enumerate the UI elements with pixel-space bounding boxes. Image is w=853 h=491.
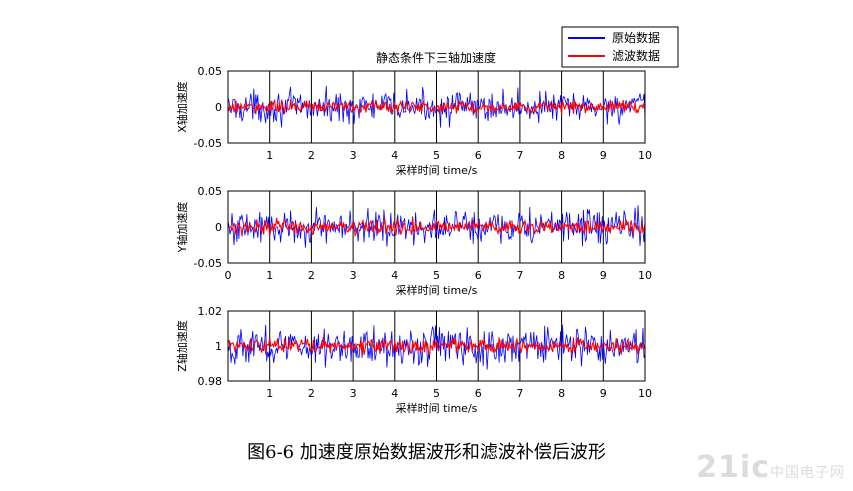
- x-tick-label: 10: [638, 387, 652, 400]
- y-tick-label: -0.05: [194, 257, 222, 270]
- x-tick-label: 9: [600, 387, 607, 400]
- x-tick-label: 2: [308, 269, 315, 282]
- x-tick-label: 5: [433, 269, 440, 282]
- y-tick-label: 0: [215, 221, 222, 234]
- x-tick-label: 2: [308, 387, 315, 400]
- y-tick-label: -0.05: [194, 137, 222, 150]
- legend-box: [561, 26, 679, 68]
- x-tick-label: 3: [350, 387, 357, 400]
- x-tick-label: 7: [516, 387, 523, 400]
- x-tick-label: 6: [475, 149, 482, 162]
- x-tick-label: 2: [308, 149, 315, 162]
- x-tick-label: 5: [433, 149, 440, 162]
- y-tick-label: 0.98: [198, 375, 223, 388]
- y-tick-label: 0.05: [198, 185, 223, 198]
- x-tick-label: 3: [350, 149, 357, 162]
- x-tick-label: 6: [475, 387, 482, 400]
- y-axis-label: X轴加速度: [175, 81, 189, 133]
- x-tick-label: 8: [558, 149, 565, 162]
- legend-label-raw: 原始数据: [612, 30, 660, 45]
- watermark-logo: 21ic中国电子网: [696, 450, 845, 485]
- x-tick-label: 1: [266, 149, 273, 162]
- y-axis-label: Z轴加速度: [175, 320, 189, 372]
- plot-frame: [227, 70, 646, 144]
- x-tick-label: 4: [391, 149, 398, 162]
- x-tick-label: 1: [266, 269, 273, 282]
- y-tick-label: 1.02: [198, 305, 223, 318]
- x-tick-label: 0: [225, 269, 232, 282]
- x-tick-label: 9: [600, 149, 607, 162]
- x-tick-label: 4: [391, 387, 398, 400]
- plot-frame: [227, 190, 646, 264]
- x-tick-label: 8: [558, 269, 565, 282]
- series-line-raw: [227, 205, 646, 248]
- figure-caption: 图6-6 加速度原始数据波形和滤波补偿后波形: [247, 442, 606, 463]
- x-tick-label: 3: [350, 269, 357, 282]
- series-line-raw: [227, 324, 646, 370]
- x-tick-label: 6: [475, 269, 482, 282]
- x-tick-label: 8: [558, 387, 565, 400]
- x-axis-label: 采样时间 time/s: [396, 283, 478, 297]
- chart-panel: 1 2 3 4 5 6 7 8 9 10 1.02 1 0.98 采样时间 time/s Z轴加速度: [175, 305, 652, 415]
- x-tick-label: 7: [516, 269, 523, 282]
- series-line-filtered: [227, 337, 646, 356]
- x-tick-label: 5: [433, 387, 440, 400]
- x-tick-label: 10: [638, 149, 652, 162]
- x-tick-label: 4: [391, 269, 398, 282]
- y-axis-label: Y轴加速度: [175, 202, 189, 254]
- y-tick-label: 1: [215, 340, 222, 353]
- legend-label-filtered: 滤波数据: [612, 48, 660, 63]
- series-line-filtered: [227, 98, 646, 115]
- x-tick-label: 9: [600, 269, 607, 282]
- x-tick-label: 7: [516, 149, 523, 162]
- plot-frame: [227, 310, 646, 382]
- x-axis-label: 采样时间 time/s: [396, 401, 478, 415]
- x-axis-label: 采样时间 time/s: [396, 163, 478, 177]
- y-tick-label: 0: [215, 101, 222, 114]
- series-line-filtered: [227, 217, 646, 238]
- x-tick-label: 10: [638, 269, 652, 282]
- chart-title: 静态条件下三轴加速度: [376, 50, 496, 65]
- y-tick-label: 0.05: [198, 65, 223, 78]
- chart-panel: 1 2 3 4 5 6 7 8 9 10 0.05 0 -0.05 采样时间 time/s X轴加速度: [175, 65, 652, 177]
- legend: 原始数据 滤波数据: [561, 26, 679, 68]
- x-tick-label: 1: [266, 387, 273, 400]
- series-line-raw: [227, 85, 646, 128]
